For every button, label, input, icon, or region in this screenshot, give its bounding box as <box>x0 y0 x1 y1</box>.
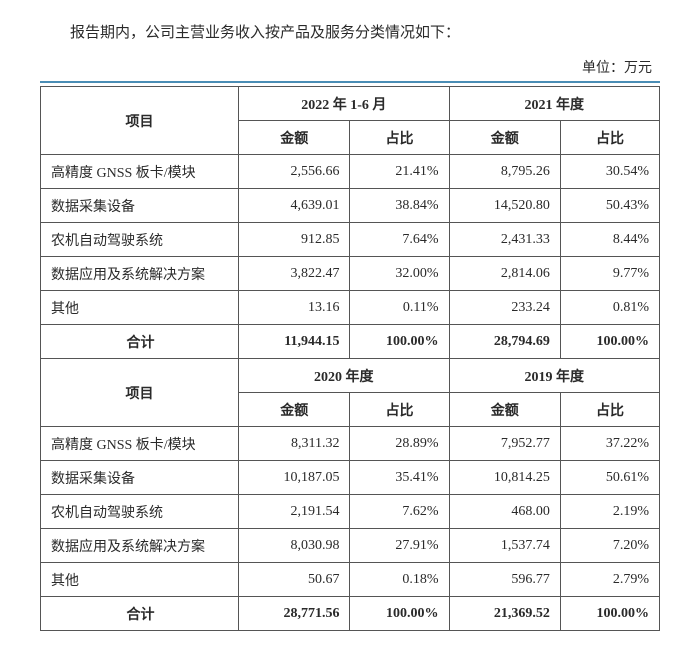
cell-amount: 50.67 <box>239 563 350 597</box>
row-item-name: 农机自动驾驶系统 <box>41 495 239 529</box>
cell-ratio: 35.41% <box>350 461 449 495</box>
col-header-period: 2019 年度 <box>449 359 659 393</box>
cell-amount: 3,822.47 <box>239 257 350 291</box>
col-header-amount: 金额 <box>449 121 560 155</box>
row-item-name: 农机自动驾驶系统 <box>41 223 239 257</box>
col-header-amount: 金额 <box>449 393 560 427</box>
row-item-name: 高精度 GNSS 板卡/模块 <box>41 155 239 189</box>
col-header-period: 2021 年度 <box>449 87 659 121</box>
cell-ratio: 27.91% <box>350 529 449 563</box>
cell-amount: 8,030.98 <box>239 529 350 563</box>
col-header-amount: 金额 <box>239 393 350 427</box>
cell-total-ratio: 100.00% <box>350 325 449 359</box>
cell-amount: 10,814.25 <box>449 461 560 495</box>
cell-ratio: 38.84% <box>350 189 449 223</box>
cell-amount: 2,556.66 <box>239 155 350 189</box>
cell-ratio: 50.43% <box>560 189 659 223</box>
cell-total-amount: 28,771.56 <box>239 597 350 631</box>
cell-amount: 8,311.32 <box>239 427 350 461</box>
row-item-name: 高精度 GNSS 板卡/模块 <box>41 427 239 461</box>
cell-ratio: 7.62% <box>350 495 449 529</box>
table-row: 农机自动驾驶系统912.857.64%2,431.338.44% <box>41 223 660 257</box>
cell-total-ratio: 100.00% <box>350 597 449 631</box>
table-row: 数据应用及系统解决方案3,822.4732.00%2,814.069.77% <box>41 257 660 291</box>
table-row: 其他13.160.11%233.240.81% <box>41 291 660 325</box>
cell-ratio: 2.19% <box>560 495 659 529</box>
cell-amount: 2,814.06 <box>449 257 560 291</box>
col-header-ratio: 占比 <box>560 121 659 155</box>
table-row: 数据采集设备10,187.0535.41%10,814.2550.61% <box>41 461 660 495</box>
col-header-ratio: 占比 <box>350 393 449 427</box>
table-row: 数据采集设备4,639.0138.84%14,520.8050.43% <box>41 189 660 223</box>
top-rule <box>40 81 660 83</box>
cell-amount: 2,191.54 <box>239 495 350 529</box>
col-header-item: 项目 <box>41 359 239 427</box>
table-row: 农机自动驾驶系统2,191.547.62%468.002.19% <box>41 495 660 529</box>
col-header-ratio: 占比 <box>560 393 659 427</box>
cell-amount: 7,952.77 <box>449 427 560 461</box>
cell-ratio: 28.89% <box>350 427 449 461</box>
cell-amount: 8,795.26 <box>449 155 560 189</box>
row-total-label: 合计 <box>41 325 239 359</box>
cell-amount: 912.85 <box>239 223 350 257</box>
cell-ratio: 0.18% <box>350 563 449 597</box>
cell-ratio: 7.20% <box>560 529 659 563</box>
cell-ratio: 30.54% <box>560 155 659 189</box>
col-header-period: 2020 年度 <box>239 359 449 393</box>
row-item-name: 数据采集设备 <box>41 461 239 495</box>
row-item-name: 其他 <box>41 563 239 597</box>
cell-ratio: 21.41% <box>350 155 449 189</box>
row-total-label: 合计 <box>41 597 239 631</box>
table-header-row: 项目2022 年 1-6 月2021 年度 <box>41 87 660 121</box>
cell-total-amount: 28,794.69 <box>449 325 560 359</box>
cell-ratio: 50.61% <box>560 461 659 495</box>
row-item-name: 数据采集设备 <box>41 189 239 223</box>
cell-ratio: 32.00% <box>350 257 449 291</box>
cell-amount: 10,187.05 <box>239 461 350 495</box>
cell-amount: 13.16 <box>239 291 350 325</box>
table-row: 高精度 GNSS 板卡/模块2,556.6621.41%8,795.2630.5… <box>41 155 660 189</box>
cell-total-amount: 11,944.15 <box>239 325 350 359</box>
cell-ratio: 0.11% <box>350 291 449 325</box>
intro-text: 报告期内，公司主营业务收入按产品及服务分类情况如下： <box>40 20 660 47</box>
unit-label: 单位：万元 <box>40 57 660 77</box>
table-total-row: 合计11,944.15100.00%28,794.69100.00% <box>41 325 660 359</box>
cell-ratio: 37.22% <box>560 427 659 461</box>
cell-ratio: 8.44% <box>560 223 659 257</box>
cell-amount: 4,639.01 <box>239 189 350 223</box>
cell-ratio: 2.79% <box>560 563 659 597</box>
cell-ratio: 9.77% <box>560 257 659 291</box>
cell-amount: 596.77 <box>449 563 560 597</box>
cell-amount: 1,537.74 <box>449 529 560 563</box>
table-row: 高精度 GNSS 板卡/模块8,311.3228.89%7,952.7737.2… <box>41 427 660 461</box>
cell-total-ratio: 100.00% <box>560 597 659 631</box>
row-item-name: 数据应用及系统解决方案 <box>41 257 239 291</box>
table-row: 数据应用及系统解决方案8,030.9827.91%1,537.747.20% <box>41 529 660 563</box>
table-header-row: 项目2020 年度2019 年度 <box>41 359 660 393</box>
col-header-period: 2022 年 1-6 月 <box>239 87 449 121</box>
cell-ratio: 7.64% <box>350 223 449 257</box>
cell-ratio: 0.81% <box>560 291 659 325</box>
cell-amount: 468.00 <box>449 495 560 529</box>
revenue-table: 项目2022 年 1-6 月2021 年度金额占比金额占比高精度 GNSS 板卡… <box>40 86 660 631</box>
col-header-amount: 金额 <box>239 121 350 155</box>
row-item-name: 其他 <box>41 291 239 325</box>
cell-amount: 233.24 <box>449 291 560 325</box>
cell-amount: 2,431.33 <box>449 223 560 257</box>
cell-total-amount: 21,369.52 <box>449 597 560 631</box>
cell-amount: 14,520.80 <box>449 189 560 223</box>
col-header-ratio: 占比 <box>350 121 449 155</box>
table-row: 其他50.670.18%596.772.79% <box>41 563 660 597</box>
cell-total-ratio: 100.00% <box>560 325 659 359</box>
table-total-row: 合计28,771.56100.00%21,369.52100.00% <box>41 597 660 631</box>
col-header-item: 项目 <box>41 87 239 155</box>
row-item-name: 数据应用及系统解决方案 <box>41 529 239 563</box>
